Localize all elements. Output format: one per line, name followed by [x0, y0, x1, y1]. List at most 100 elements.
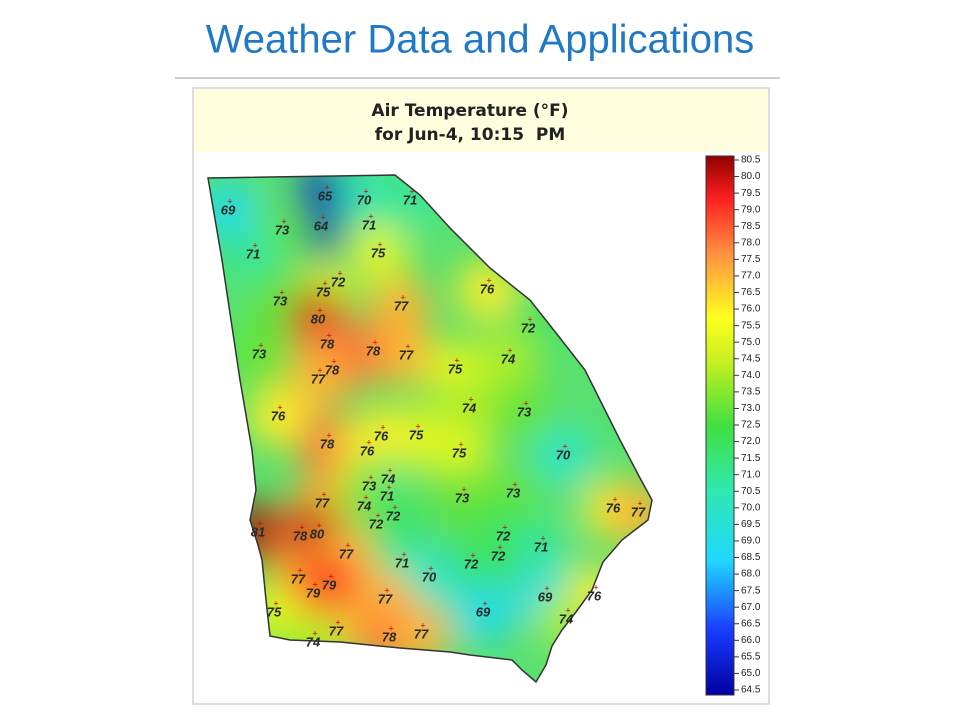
station-value: 78 [320, 436, 335, 451]
station-value: 76 [606, 500, 621, 515]
station-plus: + [454, 355, 459, 365]
colorbar-tick-label: 80.5 [741, 155, 761, 166]
station-plus: + [486, 275, 491, 285]
station-plus: + [612, 494, 617, 504]
station-value: 73 [517, 404, 532, 419]
station-plus: + [331, 356, 336, 366]
heat-blob [432, 469, 492, 529]
station-plus: + [281, 216, 286, 226]
heat-blob [376, 326, 436, 386]
colorbar-tick-label: 64.5 [741, 685, 761, 696]
station-value: 72 [521, 320, 536, 335]
colorbar-tick-label: 76.0 [741, 304, 761, 315]
station-plus: + [384, 585, 389, 595]
colorbar-tick-label: 69.0 [741, 536, 761, 547]
heat-blob [439, 379, 499, 439]
station-plus: + [482, 598, 487, 608]
station-value: 76 [360, 443, 375, 458]
station-value: 69 [538, 589, 553, 604]
station-value: 77 [394, 298, 409, 313]
heat-blob [478, 330, 538, 390]
station-value: 65 [318, 188, 333, 203]
colorbar-tick-label: 80.0 [741, 171, 761, 182]
heat-blob [453, 583, 513, 643]
station-value: 73 [275, 222, 290, 237]
station-plus: + [377, 239, 382, 249]
station-plus: + [512, 479, 517, 489]
station-value: 77 [311, 371, 326, 386]
station-plus: + [258, 340, 263, 350]
colorbar-tick-label: 72.5 [741, 420, 761, 431]
station-plus: + [273, 598, 278, 608]
station-plus: + [317, 305, 322, 315]
station-value: 76 [480, 281, 495, 296]
station-plus: + [562, 441, 567, 451]
colorbar-tick-label: 76.5 [741, 287, 761, 298]
colorbar-tick-label: 77.0 [741, 271, 761, 282]
station-plus: + [380, 422, 385, 432]
station-plus: + [345, 540, 350, 550]
colorbar-tick-label: 66.0 [741, 635, 761, 646]
station-plus: + [252, 240, 257, 250]
station-value: 80 [311, 311, 326, 326]
station-value: 75 [267, 604, 282, 619]
colorbar-tick-label: 69.5 [741, 519, 761, 530]
slide-title: Weather Data and Applications [206, 18, 755, 62]
colorbar-tick-label: 68.5 [741, 552, 761, 563]
station-plus: + [312, 628, 317, 638]
station-plus: + [461, 484, 466, 494]
station-value: 64 [314, 218, 329, 233]
station-value: 74 [381, 471, 396, 486]
colorbar-tick-label: 78.0 [741, 237, 761, 248]
station-value: 73 [362, 478, 377, 493]
station-plus: + [387, 465, 392, 475]
station-value: 70 [422, 569, 437, 584]
station-plus: + [527, 314, 532, 324]
colorbar-tick-label: 70.0 [741, 502, 761, 513]
station-plus: + [468, 394, 473, 404]
station-value: 78 [382, 629, 397, 644]
colorbar-tick-label: 73.5 [741, 387, 761, 398]
station-value: 74 [501, 351, 516, 366]
station-plus: + [428, 563, 433, 573]
station-value: 74 [559, 611, 574, 626]
station-plus: + [363, 492, 368, 502]
heat-blob [248, 387, 308, 447]
station-plus: + [544, 583, 549, 593]
station-value: 71 [362, 217, 376, 232]
station-plus: + [324, 182, 329, 192]
station-plus: + [316, 520, 321, 530]
station-value: 78 [366, 343, 381, 358]
station-value: 76 [374, 428, 389, 443]
station-plus: + [386, 482, 391, 492]
heat-blob [223, 225, 283, 285]
station-plus: + [400, 292, 405, 302]
station-value: 72 [331, 274, 346, 289]
colorbar-tick-label: 65.5 [741, 652, 761, 663]
station-plus: + [458, 439, 463, 449]
colorbar-tick-label: 74.5 [741, 353, 761, 364]
station-value: 74 [357, 498, 372, 513]
colorbar-tick-label: 65.0 [741, 668, 761, 679]
station-plus: + [565, 605, 570, 615]
colorbar [705, 155, 735, 696]
station-value: 77 [399, 347, 414, 362]
station-value: 77 [329, 623, 344, 638]
station-value: 75 [316, 284, 331, 299]
station-plus: + [372, 337, 377, 347]
station-plus: + [502, 522, 507, 532]
heat-blob [608, 483, 652, 543]
colorbar-tick-label: 68.0 [741, 569, 761, 580]
station-plus: + [507, 345, 512, 355]
heat-blob [511, 518, 571, 578]
station-value: 72 [496, 528, 511, 543]
station-value: 70 [556, 447, 571, 462]
colorbar-tick-label: 75.0 [741, 337, 761, 348]
station-value: 75 [371, 245, 386, 260]
station-value: 73 [506, 485, 521, 500]
station-plus: + [337, 268, 342, 278]
station-value: 81 [251, 524, 265, 539]
station-plus: + [405, 341, 410, 351]
station-value: 72 [369, 516, 384, 531]
